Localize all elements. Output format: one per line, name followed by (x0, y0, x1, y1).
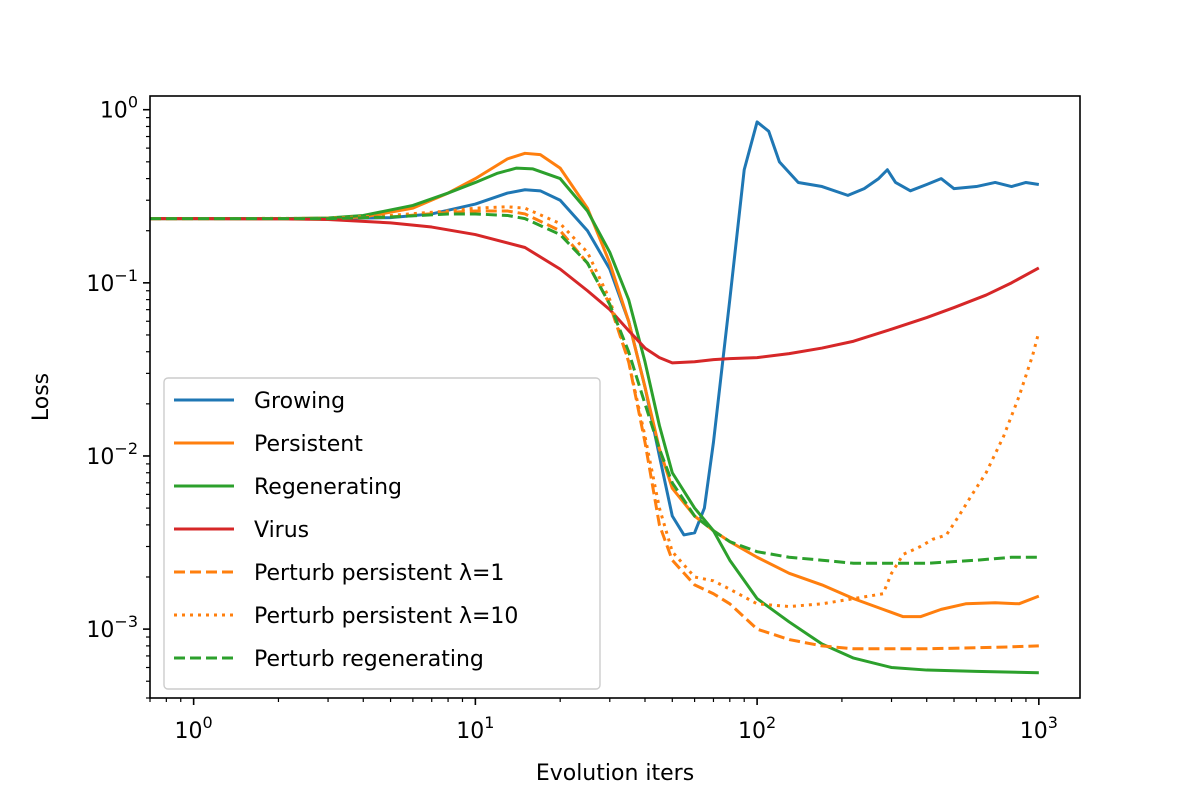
series-line-5 (150, 209, 1039, 651)
x-axis: 100 101 102 103 (149, 698, 1058, 744)
legend-label-7: Perturb regenerating (254, 647, 484, 672)
legend-label-5: Perturb persistent λ=1 (254, 561, 504, 586)
series-line-2 (150, 151, 1040, 619)
x-tick-label: 103 (1020, 713, 1058, 744)
x-tick-label: 100 (175, 713, 213, 744)
y-tick-label: 10−2 (86, 439, 138, 470)
y-tick-label: 10−1 (86, 266, 138, 297)
series-line-4 (150, 217, 1040, 365)
series-line-1 (150, 120, 1040, 537)
y-axis-label: Loss (29, 373, 54, 421)
legend-label-1: Growing (254, 389, 345, 414)
series-line-7 (150, 212, 1039, 565)
legend-label-4: Virus (254, 518, 309, 543)
legend-box (163, 377, 601, 690)
legend-label-6: Perturb persistent λ=10 (254, 604, 518, 629)
x-axis-label: Evolution iters (536, 761, 694, 786)
series-line-3 (150, 166, 1039, 675)
legend-label-2: Persistent (254, 432, 363, 457)
x-tick-label: 102 (738, 713, 776, 744)
plot-frame (149, 95, 1081, 699)
legend: Growing Persistent Regenerating Virus Pertur… (163, 377, 601, 690)
series-layer (150, 120, 1041, 675)
y-tick-label: 100 (100, 93, 138, 124)
y-axis: 10−3 10−2 10−1 100 (86, 93, 150, 699)
x-tick-label: 101 (456, 713, 494, 744)
y-tick-label: 10−3 (86, 612, 138, 643)
legend-label-3: Regenerating (254, 475, 402, 500)
